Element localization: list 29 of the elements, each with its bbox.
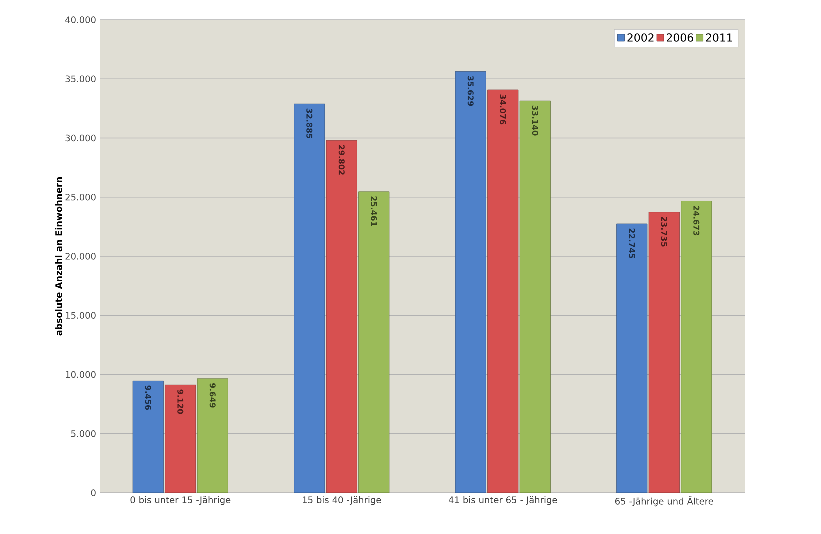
bar [681,201,712,493]
y-tick-label: 0 [91,490,96,496]
bar [165,384,196,493]
legend-label: 2002 [628,34,654,42]
x-tick-label: 15 bis 40 -Jährige [303,496,382,506]
y-tick-label: 35.000 [66,76,96,83]
bar [616,224,648,493]
bar [648,212,680,493]
bar [197,378,228,493]
y-tick-label: 5.000 [72,430,96,438]
x-tick-label: 41 bis unter 65 - Jährige [448,496,558,506]
y-tick-label: 20.000 [66,253,96,260]
y-tick-label: 25.000 [66,194,96,201]
bar [358,192,390,493]
y-axis-title: absolute Anzahl an Einwohnern [55,178,62,336]
x-tick-label: 0 bis unter 15 -Jährige [130,496,231,506]
y-tick-label: 15.000 [66,312,96,320]
legend-label: 2006 [667,34,694,42]
bar [132,380,164,493]
y-tick-label: 40.000 [66,16,96,24]
x-tick-label: 65 -Jährige und Ältere [615,496,714,507]
bar [520,100,551,493]
bar [455,71,486,493]
bar [488,90,519,493]
bar [294,104,326,493]
bar [326,140,358,493]
y-tick-label: 10.000 [66,371,96,378]
legend-label: 2011 [706,34,732,42]
y-tick-label: 30.000 [66,134,96,142]
